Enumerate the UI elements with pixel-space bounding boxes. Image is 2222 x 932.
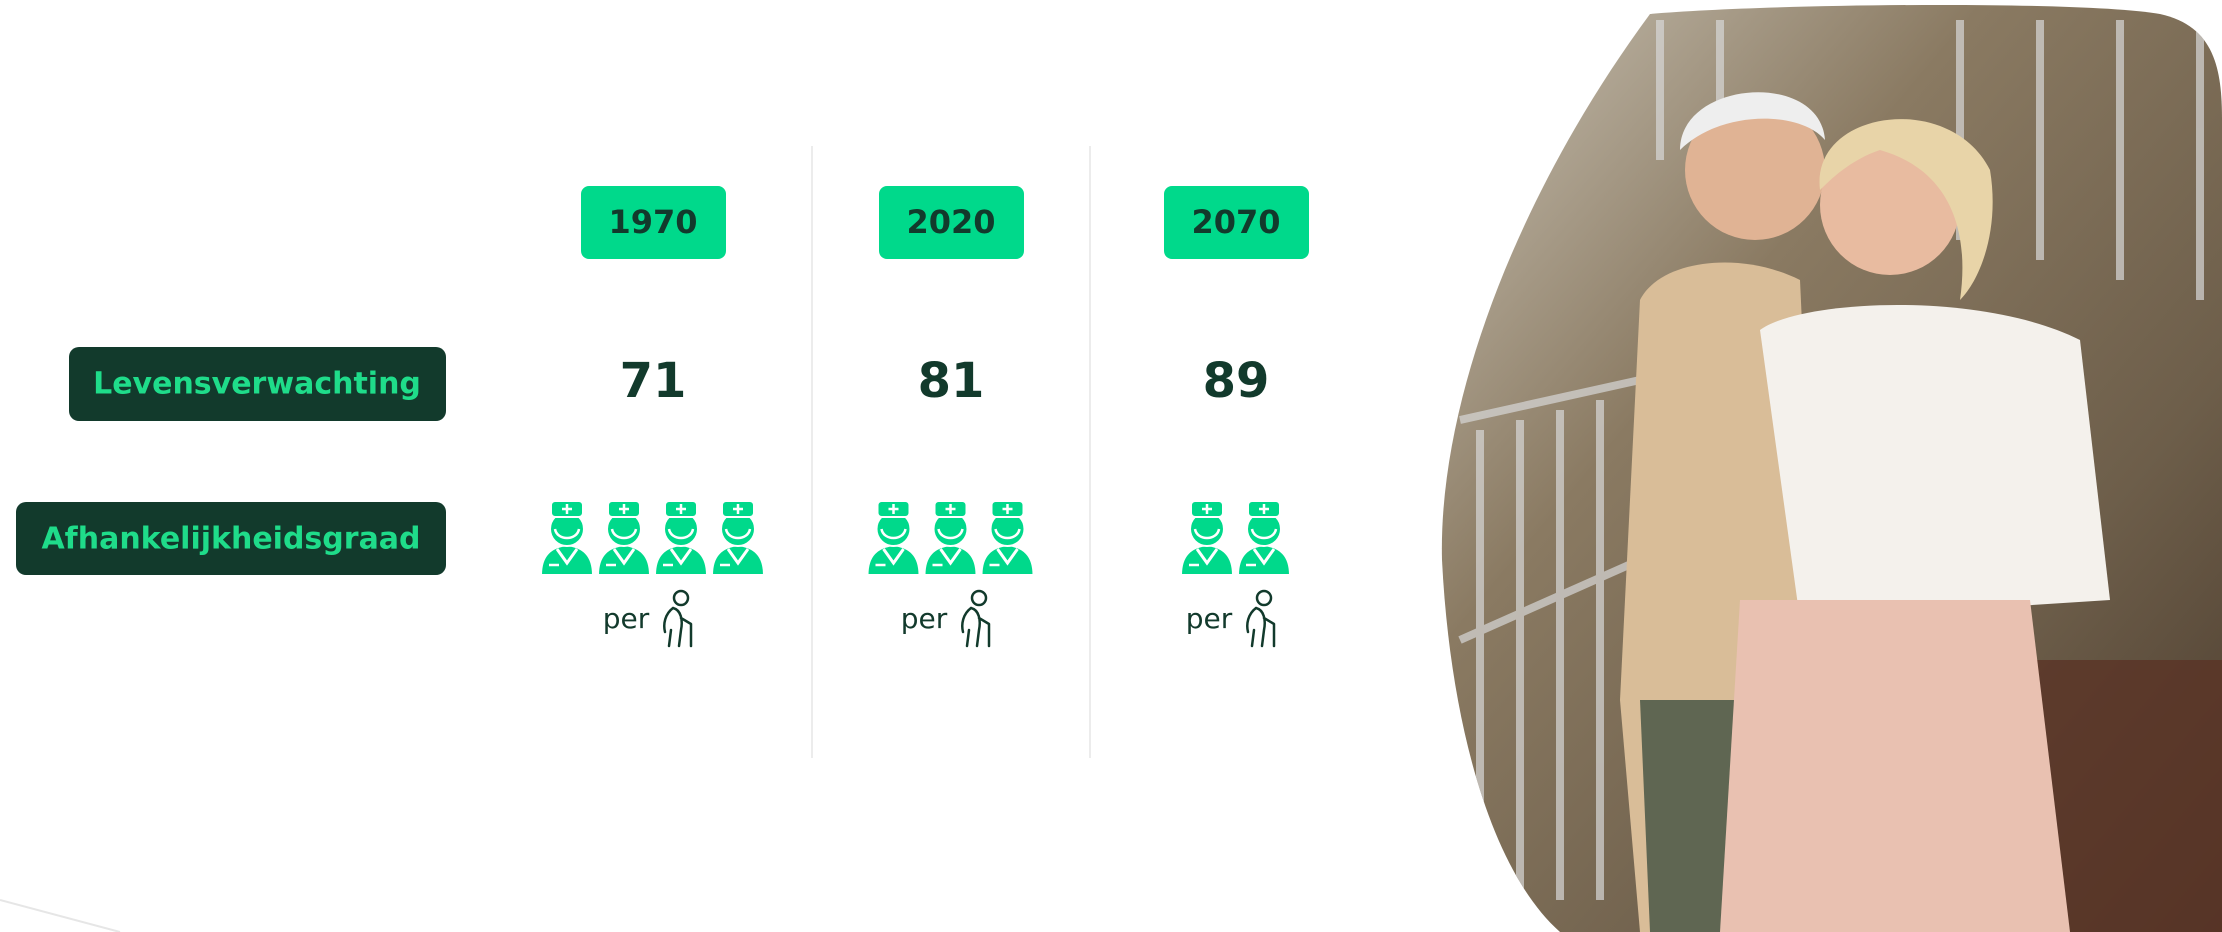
- life-expectancy: 89: [1203, 353, 1270, 409]
- icon-body: [1246, 606, 1276, 648]
- year-badge: [879, 186, 1024, 259]
- caregiver-icon: [1236, 500, 1292, 576]
- life-expectancy: 81: [918, 353, 985, 409]
- decor-line: [0, 899, 121, 932]
- year: 2020: [906, 203, 995, 241]
- caregiver-icon: [923, 500, 978, 576]
- caregiver-icon: [1179, 500, 1235, 576]
- year: 1970: [608, 203, 697, 241]
- icon-collar: [612, 548, 636, 566]
- row-label-box: [16, 502, 446, 575]
- icon-body: [1236, 543, 1292, 576]
- icon-body: [923, 543, 978, 576]
- icon-head: [1255, 589, 1273, 607]
- icon-body: [539, 543, 595, 576]
- icon-face: [1250, 528, 1278, 540]
- icon-cross: [945, 504, 956, 514]
- icon-cross: [1202, 504, 1212, 514]
- icon-face: [553, 528, 581, 540]
- icon-face: [880, 528, 907, 540]
- icon-face: [1193, 528, 1221, 540]
- icon-face: [724, 528, 752, 540]
- icon-cross: [1002, 504, 1013, 514]
- icon-body: [663, 606, 693, 648]
- life-expectancy: 71: [620, 353, 687, 409]
- year-badge: [581, 186, 726, 259]
- per-label: per: [901, 602, 948, 635]
- icon-body: [866, 543, 921, 576]
- year: 2070: [1191, 203, 1280, 241]
- elder-icon: [961, 589, 991, 648]
- icon-cross: [1259, 504, 1269, 514]
- caregiver-icon: [539, 500, 595, 576]
- icon-face: [667, 528, 695, 540]
- icon-body: [596, 543, 652, 576]
- icon-body: [1179, 543, 1235, 576]
- icon-collar: [669, 548, 693, 566]
- icon-cross: [733, 504, 743, 514]
- per-label: per: [1186, 602, 1233, 635]
- icon-body: [653, 543, 709, 576]
- caregiver-icon: [866, 500, 921, 576]
- caregiver-icon: [596, 500, 652, 576]
- icon-collar: [726, 548, 750, 566]
- icon-body: [961, 606, 991, 648]
- caregiver-icon: [653, 500, 709, 576]
- row-label: Levensverwachting: [93, 367, 421, 402]
- per-label: per: [603, 602, 650, 635]
- row-label-box: [69, 347, 446, 421]
- icon-body: [980, 543, 1035, 576]
- icon-collar: [1252, 548, 1276, 566]
- icon-collar: [939, 548, 962, 566]
- icon-body: [710, 543, 766, 576]
- row-label: Afhankelijkheidsgraad: [41, 522, 420, 557]
- icon-face: [994, 528, 1021, 540]
- caregiver-icon: [710, 500, 766, 576]
- icon-cross: [619, 504, 629, 514]
- elder-icon: [663, 589, 693, 648]
- icon-face: [937, 528, 964, 540]
- columns: 1970 71 per 2020 81 per 2070 89 per: [539, 186, 1309, 648]
- elder-icon: [1246, 589, 1276, 648]
- icon-collar: [555, 548, 579, 566]
- year-badge: [1164, 186, 1309, 259]
- icon-collar: [996, 548, 1019, 566]
- icon-collar: [882, 548, 905, 566]
- caregiver-icon: [980, 500, 1035, 576]
- icon-collar: [1195, 548, 1219, 566]
- icon-head: [672, 589, 690, 607]
- icon-face: [610, 528, 638, 540]
- icon-cross: [562, 504, 572, 514]
- photo: [1441, 4, 2222, 932]
- icon-head: [970, 589, 988, 607]
- icon-cross: [676, 504, 686, 514]
- icon-cross: [888, 504, 899, 514]
